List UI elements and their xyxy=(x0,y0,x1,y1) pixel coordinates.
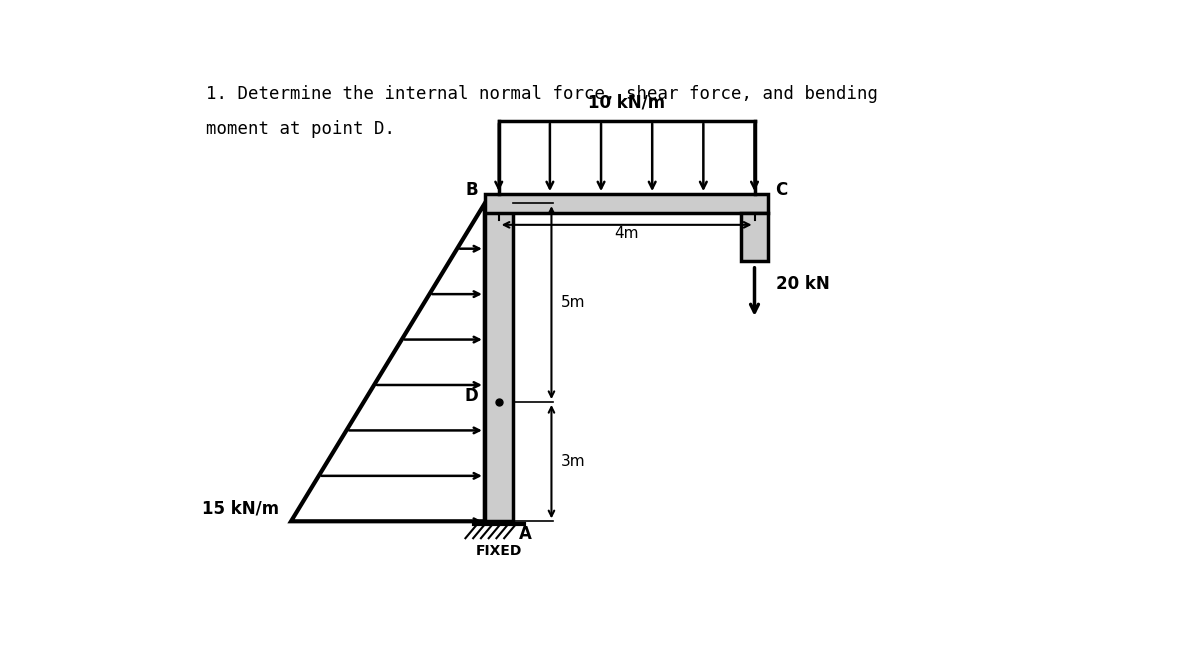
Text: 3m: 3m xyxy=(560,454,586,469)
Text: 5m: 5m xyxy=(560,295,586,310)
Text: 1. Determine the internal normal force, shear force, and bending: 1. Determine the internal normal force, … xyxy=(206,86,878,103)
Text: D: D xyxy=(464,387,479,405)
Text: FIXED: FIXED xyxy=(475,544,522,558)
Text: A: A xyxy=(518,525,532,543)
Text: moment at point D.: moment at point D. xyxy=(206,120,395,138)
Text: 4m: 4m xyxy=(614,226,638,240)
Text: 15 kN/m: 15 kN/m xyxy=(203,500,280,518)
Polygon shape xyxy=(485,203,512,521)
Polygon shape xyxy=(740,213,768,261)
Text: 20 kN: 20 kN xyxy=(776,275,830,293)
Text: B: B xyxy=(466,181,479,200)
Polygon shape xyxy=(485,194,768,213)
Text: C: C xyxy=(775,181,787,200)
Text: 10 kN/m: 10 kN/m xyxy=(588,94,665,111)
